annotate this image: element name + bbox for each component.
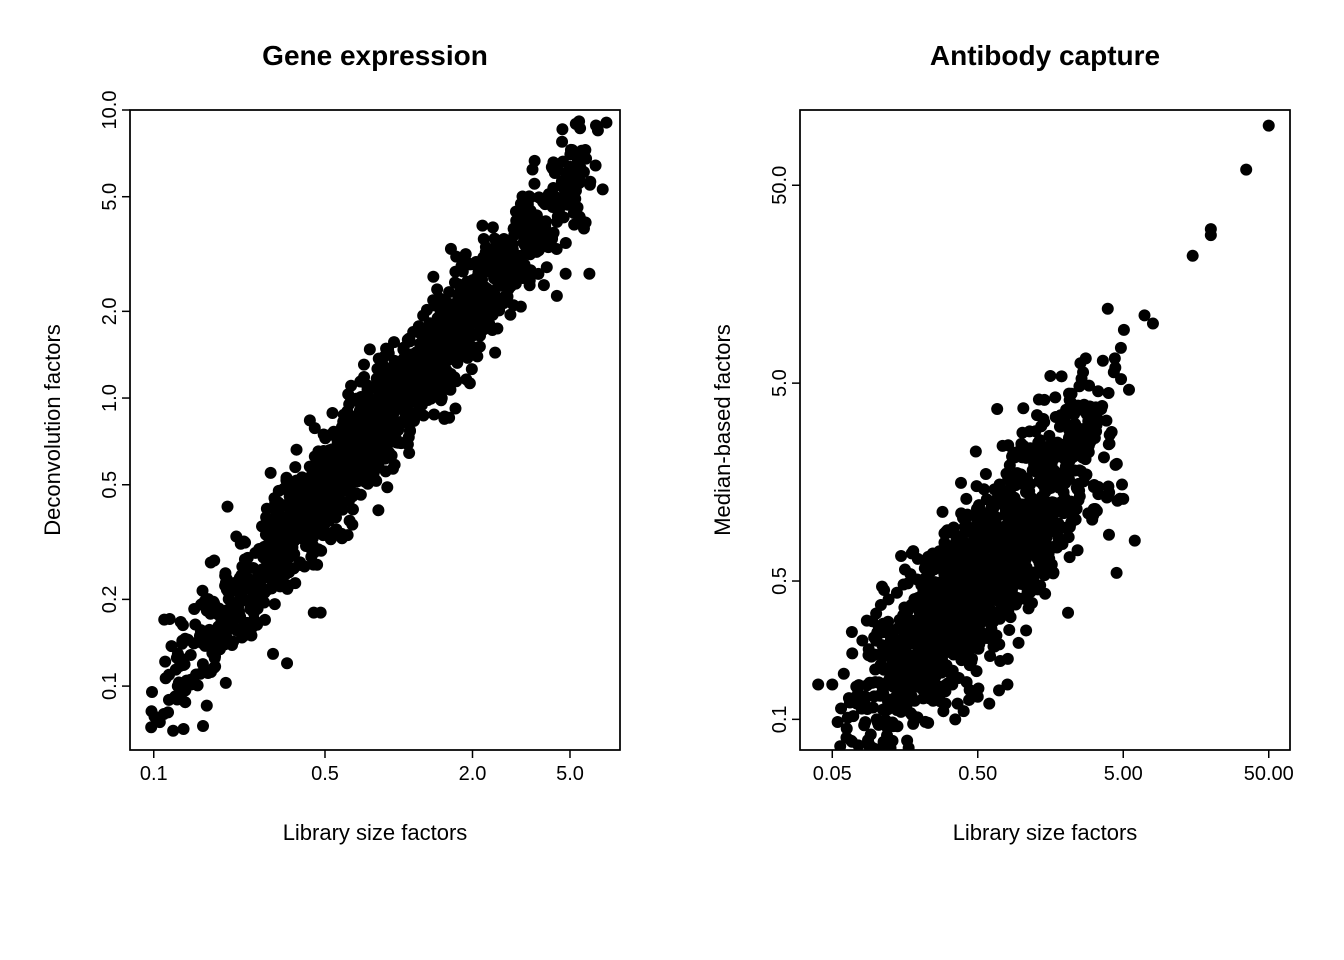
- y-tick-label: 10.0: [99, 91, 121, 130]
- x-tick-label: 50.00: [1244, 763, 1294, 785]
- x-tick-label: 0.1: [140, 763, 168, 785]
- x-tick-label: 0.05: [813, 763, 852, 785]
- y-axis-label: Deconvolution factors: [40, 324, 65, 536]
- plot-title: Antibody capture: [930, 40, 1160, 71]
- plot-title: Gene expression: [262, 40, 488, 71]
- x-tick-label: 0.5: [311, 763, 339, 785]
- y-tick-label: 5.0: [769, 369, 791, 397]
- y-tick-label: 0.1: [769, 705, 791, 733]
- figure-svg: 0.1 0.5 2.0 5.0 0.1 0.2 0.5 1.0 2.0 5.0 10.0 Gene e…: [0, 0, 1344, 960]
- y-tick-label: 0.5: [99, 471, 121, 499]
- y-tick-label: 0.2: [99, 585, 121, 613]
- y-tick-label: 1.0: [99, 384, 121, 412]
- panel-gene_expression: 0.1 0.5 2.0 5.0 0.1 0.2 0.5 1.0 2.0 5.0 10.0 Gene e…: [40, 40, 620, 845]
- panel-antibody_capture: 0.05 0.50 5.00 50.00 0.1 0.5 5.0 50.0 Antibody c…: [710, 40, 1294, 925]
- x-tick-label: 5.0: [556, 763, 584, 785]
- x-axis-label: Library size factors: [283, 820, 468, 845]
- x-axis-label: Library size factors: [953, 820, 1138, 845]
- y-axis-label: Median-based factors: [710, 324, 735, 536]
- x-tick-label: 0.50: [958, 763, 997, 785]
- y-tick-label: 0.5: [769, 567, 791, 595]
- y-tick-label: 50.0: [769, 166, 791, 205]
- y-tick-label: 2.0: [99, 297, 121, 325]
- figure-container: 0.1 0.5 2.0 5.0 0.1 0.2 0.5 1.0 2.0 5.0 10.0 Gene e…: [0, 0, 1344, 960]
- x-tick-label: 2.0: [459, 763, 487, 785]
- x-tick-label: 5.00: [1104, 763, 1143, 785]
- y-tick-label: 5.0: [99, 183, 121, 211]
- y-tick-label: 0.1: [99, 672, 121, 700]
